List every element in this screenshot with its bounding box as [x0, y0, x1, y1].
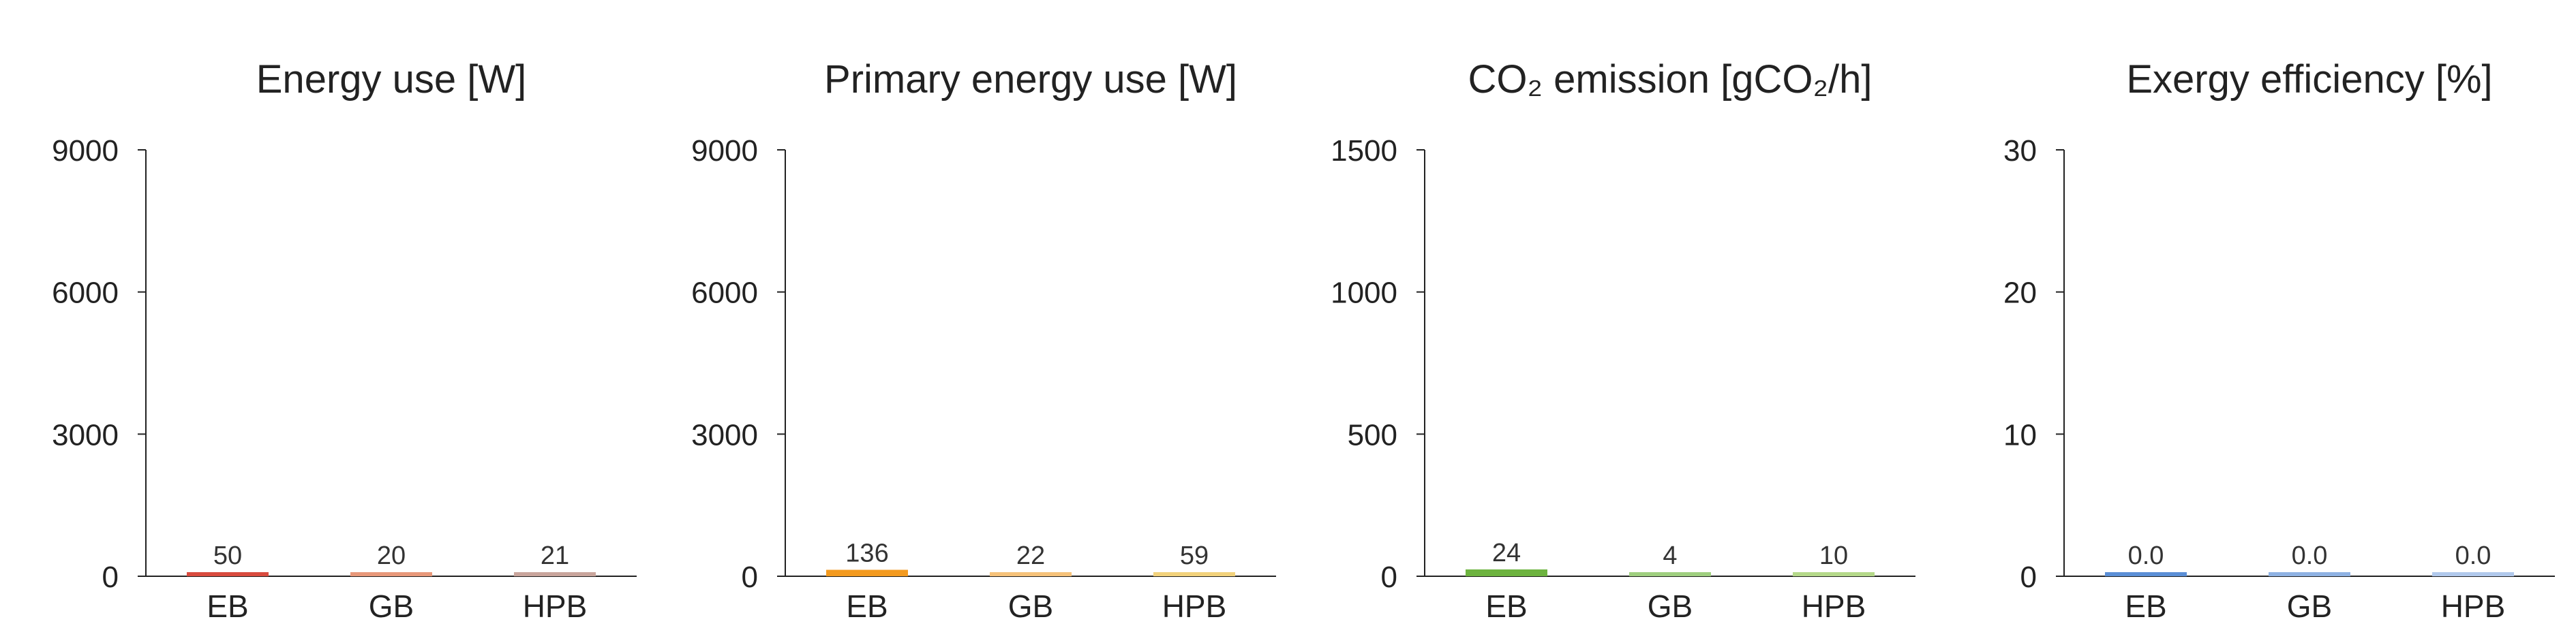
bar-value-label: 20 [377, 542, 406, 570]
y-tick-label: 6000 [691, 277, 758, 310]
bar-value-label: 22 [1016, 542, 1045, 570]
bar-value-label: 0.0 [2455, 542, 2491, 570]
y-tick-label: 10 [2003, 418, 2037, 452]
bar [1466, 569, 1547, 576]
bar [2105, 572, 2187, 576]
chart-panel-energy-use: Energy use [W] 0 3000 6000 9000 50 EB 20 GB 21 HP… [52, 57, 637, 624]
bar-value-label: 50 [213, 542, 242, 570]
chart-panel-co2-emission: CO₂ emission [gCO₂/h] 0 500 1000 1500 24 EB 4 G… [1331, 57, 1915, 624]
y-tick-label: 1500 [1331, 134, 1397, 168]
bar [1153, 572, 1235, 576]
bar [350, 572, 432, 576]
y-tick-label: 0 [2020, 561, 2037, 594]
bar [2432, 572, 2514, 576]
chart-title: Energy use [W] [256, 57, 526, 101]
chart-panel-primary-energy-use: Primary energy use [W] 0 3000 6000 9000 136 E… [691, 57, 1276, 624]
bar-value-label: 10 [1819, 542, 1848, 570]
bar [187, 572, 269, 576]
bar-value-label: 136 [845, 539, 888, 568]
chart-title: Primary energy use [W] [824, 57, 1237, 101]
x-tick-label: EB [2125, 589, 2166, 624]
y-tick-label: 1000 [1331, 277, 1397, 310]
y-tick-label: 0 [1381, 561, 1397, 594]
x-tick-label: HPB [523, 589, 588, 624]
y-tick-label: 9000 [691, 134, 758, 168]
bar-value-label: 4 [1663, 542, 1677, 570]
y-tick-label: 500 [1348, 418, 1397, 452]
bar-value-label: 59 [1180, 542, 1209, 570]
bar-value-label: 0.0 [2128, 542, 2164, 570]
y-tick-label: 0 [742, 561, 758, 594]
y-tick-label: 20 [2003, 277, 2037, 310]
y-tick-label: 3000 [691, 418, 758, 452]
x-tick-label: HPB [1802, 589, 1866, 624]
x-tick-label: EB [846, 589, 888, 624]
bar-value-label: 0.0 [2292, 542, 2328, 570]
bar [826, 569, 908, 576]
bar [514, 572, 596, 576]
bar [2269, 572, 2350, 576]
x-tick-label: GB [369, 589, 414, 624]
chart-title: Exergy efficiency [%] [2126, 57, 2492, 101]
x-tick-label: GB [1648, 589, 1693, 624]
chart-title: CO₂ emission [gCO₂/h] [1468, 57, 1873, 101]
y-tick-label: 3000 [52, 418, 119, 452]
y-tick-label: 9000 [52, 134, 119, 168]
x-tick-label: HPB [1162, 589, 1227, 624]
bar-value-label: 21 [541, 542, 569, 570]
x-tick-label: GB [2287, 589, 2332, 624]
x-tick-label: EB [1485, 589, 1527, 624]
y-tick-label: 6000 [52, 277, 119, 310]
bar [1793, 572, 1875, 576]
x-tick-label: GB [1008, 589, 1053, 624]
bar-value-label: 24 [1492, 539, 1521, 567]
y-tick-label: 30 [2003, 134, 2037, 168]
x-tick-label: HPB [2441, 589, 2506, 624]
bar [990, 572, 1072, 576]
chart-panel-exergy-efficiency: Exergy efficiency [%] 0 10 20 30 0.0 EB 0.0 GB 0… [2003, 57, 2555, 624]
x-tick-label: EB [207, 589, 248, 624]
y-tick-label: 0 [102, 561, 119, 594]
bar [1629, 572, 1711, 576]
